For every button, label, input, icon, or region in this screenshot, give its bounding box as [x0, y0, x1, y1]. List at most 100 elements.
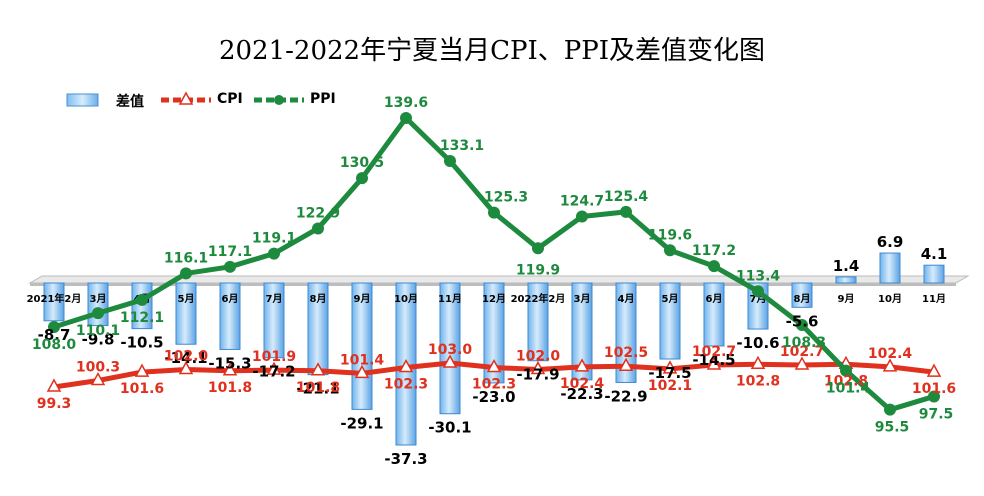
data-label-diff: -22.9	[604, 387, 647, 405]
legend-label-diff: 差值	[116, 94, 144, 110]
legend-item-diff: 差值	[66, 88, 206, 112]
ppi-point	[136, 293, 148, 306]
category-label: 11月	[438, 293, 462, 305]
data-label-cpi: 102.5	[604, 345, 648, 361]
data-label-ppi: 119.1	[252, 231, 296, 247]
data-label-diff: -10.5	[120, 334, 163, 352]
data-label-cpi: 99.3	[37, 396, 72, 412]
ppi-point	[532, 242, 544, 255]
data-label-ppi: 108.0	[32, 337, 77, 353]
ppi-point	[620, 205, 632, 218]
data-label-diff: -21.1	[296, 380, 339, 398]
bar-diff	[219, 282, 241, 350]
legend-label-cpi: CPI	[217, 91, 243, 107]
cpi-point	[530, 360, 546, 375]
bar-diff	[835, 276, 857, 284]
ppi-point	[928, 390, 940, 403]
legend-label-ppi: PPI	[310, 91, 336, 107]
data-label-cpi: 102.0	[164, 348, 209, 364]
cpi-point	[90, 371, 106, 386]
ppi-point	[488, 206, 500, 219]
bar-diff	[923, 264, 945, 284]
ppi-point	[664, 244, 676, 257]
ppi-point	[400, 112, 412, 124]
data-label-diff: -23.0	[472, 388, 515, 406]
ppi-point	[180, 267, 192, 280]
legend-item-cpi: CPI	[159, 88, 259, 112]
category-label: 6月	[706, 293, 723, 305]
bar-diff	[791, 282, 813, 308]
data-label-ppi: 117.1	[208, 244, 252, 260]
cpi-point	[662, 360, 678, 374]
data-label-cpi: 102.3	[384, 377, 428, 393]
data-label-cpi: 101.4	[340, 352, 385, 368]
data-label-ppi: 97.5	[919, 406, 954, 422]
data-label-diff: 6.9	[877, 233, 904, 251]
category-label: 2021年2月	[27, 292, 82, 305]
cpi-point	[794, 356, 810, 370]
cpi-point	[222, 362, 238, 376]
data-label-diff: -14.1	[164, 349, 207, 367]
bar-diff	[571, 282, 593, 381]
data-label-diff: -17.5	[648, 364, 691, 382]
data-label-ppi: 101.4	[826, 381, 871, 397]
data-label-ppi: 95.5	[875, 420, 910, 436]
cpi-point	[46, 378, 62, 392]
data-label-diff: -15.3	[208, 354, 251, 372]
data-label-ppi: 112.1	[120, 310, 164, 326]
ppi-point	[752, 285, 764, 298]
data-label-diff: -17.2	[252, 363, 295, 381]
data-label-diff: -8.7	[38, 326, 71, 344]
data-label-diff: -10.6	[736, 334, 779, 352]
ppi-point	[444, 154, 456, 167]
ppi-point	[356, 172, 368, 185]
legend-swatch-diff	[66, 93, 99, 107]
cpi-point	[442, 354, 458, 368]
legend-swatch-cpi	[161, 91, 211, 105]
data-label-ppi: 116.1	[164, 250, 208, 266]
data-label-ppi: 133.1	[440, 138, 484, 154]
cpi-point	[354, 364, 370, 379]
category-label: 6月	[222, 293, 239, 305]
category-label: 10月	[394, 293, 418, 305]
bar-diff	[175, 282, 197, 345]
data-label-ppi: 110.1	[76, 323, 120, 339]
data-label-cpi: 102.8	[736, 373, 780, 389]
data-label-ppi: 119.9	[516, 262, 560, 278]
data-label-cpi: 103.0	[428, 342, 473, 358]
chart-title: 2021-2022年宁夏当月CPI、PPI及差值变化图	[218, 36, 766, 66]
cpi-point	[486, 358, 502, 373]
bar-diff	[659, 282, 681, 360]
category-label: 9月	[838, 293, 855, 305]
data-label-cpi: 102.3	[472, 377, 516, 393]
data-label-cpi: 101.9	[252, 349, 296, 365]
ppi-point	[840, 364, 852, 377]
category-label: 11月	[922, 293, 946, 305]
ppi-point	[708, 260, 720, 273]
ppi-point	[312, 222, 324, 235]
legend-item-ppi: PPI	[252, 88, 352, 112]
data-label-diff: 4.1	[921, 245, 948, 263]
data-label-diff: -22.3	[560, 385, 603, 403]
data-label-diff: -5.6	[786, 312, 819, 330]
ppi-point	[884, 403, 896, 416]
data-label-cpi: 102.8	[824, 373, 868, 389]
data-label-cpi: 102.1	[648, 378, 692, 394]
data-label-diff: -30.1	[428, 419, 471, 437]
cpi-point	[178, 360, 194, 375]
data-label-cpi: 101.6	[120, 381, 164, 397]
cpi-point	[398, 358, 414, 373]
data-label-ppi: 108.3	[782, 335, 826, 351]
data-label-ppi: 125.3	[484, 190, 528, 206]
category-label: 5月	[178, 293, 195, 305]
ppi-point	[92, 307, 104, 320]
bar-diff	[615, 282, 637, 383]
data-label-ppi: 130.5	[340, 155, 384, 171]
data-label-cpi: 100.3	[76, 360, 120, 376]
data-label-diff: 1.4	[833, 257, 860, 275]
category-label: 10月	[878, 293, 902, 305]
cpi-point	[926, 363, 942, 377]
cpi-point	[618, 357, 634, 371]
data-label-ppi: 117.2	[692, 243, 736, 259]
